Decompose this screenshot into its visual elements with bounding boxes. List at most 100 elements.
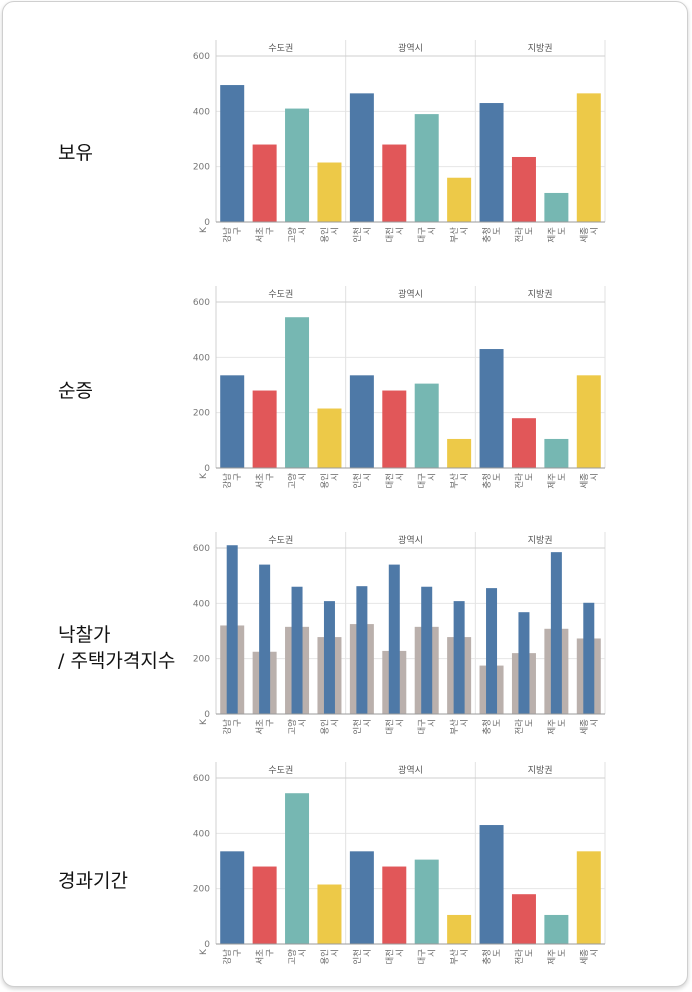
group-header: 광역시 xyxy=(398,42,423,54)
group-header: 광역시 xyxy=(398,534,423,546)
x-tick-label: 용인 xyxy=(319,949,330,965)
x-tick-label: 강남 xyxy=(222,949,233,965)
bar xyxy=(317,408,342,468)
x-tick-label: 대구 xyxy=(418,719,428,735)
group-header: 수도권 xyxy=(268,288,293,300)
x-tick-label: 시 xyxy=(460,949,470,957)
x-tick-label: 제주 xyxy=(547,227,557,243)
row-label-holdings: 보유 xyxy=(58,142,93,164)
y-unit-label: K xyxy=(199,718,209,725)
x-tick-label: 인천 xyxy=(352,719,363,735)
bar xyxy=(220,85,245,222)
bar xyxy=(414,114,439,222)
x-tick-label: 도 xyxy=(557,719,567,727)
x-tick-label: 시 xyxy=(460,719,470,727)
group-header: 지방권 xyxy=(528,534,553,546)
x-tick-label: 시 xyxy=(330,227,340,235)
x-tick-label: 시 xyxy=(330,473,340,481)
y-tick-label: 400 xyxy=(193,107,210,117)
bar xyxy=(349,93,374,222)
x-tick-label: 구 xyxy=(266,719,276,727)
x-tick-label: 인천 xyxy=(352,227,363,243)
x-tick-label: 용인 xyxy=(319,719,330,735)
x-tick-label: 강남 xyxy=(222,227,233,243)
x-tick-label: 대전 xyxy=(384,949,395,965)
x-tick-label: 서초 xyxy=(256,949,266,965)
x-tick-label: 부산 xyxy=(449,719,460,735)
x-tick-label: 시 xyxy=(298,227,308,235)
y-tick-label: 400 xyxy=(193,599,210,609)
bar xyxy=(220,375,245,468)
bar xyxy=(414,383,439,468)
y-tick-label: 200 xyxy=(193,409,210,419)
y-tick-label: 200 xyxy=(193,885,210,895)
bar xyxy=(479,103,504,222)
bar xyxy=(382,866,407,944)
x-tick-label: 시 xyxy=(460,473,470,481)
x-tick-label: 구 xyxy=(266,227,276,235)
x-tick-label: 부산 xyxy=(449,473,460,489)
x-tick-label: 시 xyxy=(460,227,470,235)
row-label-elapsed-period: 경과기간 xyxy=(58,870,128,892)
bar xyxy=(511,418,536,468)
bar xyxy=(447,177,472,222)
x-tick-label: 인천 xyxy=(352,473,363,489)
bar-bid-price xyxy=(291,586,303,714)
x-tick-label: 시 xyxy=(395,949,405,957)
x-tick-label: 시 xyxy=(298,473,308,481)
y-tick-label: 600 xyxy=(193,298,210,308)
bar-bid-price xyxy=(388,564,400,714)
bar xyxy=(447,914,472,944)
x-tick-label: 시 xyxy=(330,719,340,727)
group-header: 수도권 xyxy=(268,534,293,546)
bar xyxy=(285,317,310,468)
x-tick-label: 제주 xyxy=(547,949,557,965)
x-tick-label: 인천 xyxy=(352,949,363,965)
x-tick-label: 대전 xyxy=(384,473,395,489)
x-tick-label: 시 xyxy=(363,473,373,481)
group-header: 지방권 xyxy=(528,764,553,776)
x-tick-label: 시 xyxy=(590,719,600,727)
bar xyxy=(252,144,277,222)
x-tick-label: 구 xyxy=(233,719,243,727)
bar-bid-price xyxy=(453,601,465,714)
x-tick-label: 충청 xyxy=(483,473,493,489)
bar xyxy=(544,438,569,468)
x-tick-label: 도 xyxy=(493,719,503,727)
x-tick-label: 부산 xyxy=(449,227,460,243)
y-tick-label: 600 xyxy=(193,544,210,554)
bar-bid-price xyxy=(518,612,530,714)
x-tick-label: 전라 xyxy=(514,473,525,489)
bar xyxy=(511,894,536,944)
x-tick-label: 시 xyxy=(590,227,600,235)
bar xyxy=(382,144,407,222)
x-tick-label: 시 xyxy=(363,949,373,957)
y-tick-label: 0 xyxy=(204,218,210,228)
row-label-net-increase: 순증 xyxy=(58,380,93,402)
x-tick-label: 부산 xyxy=(449,949,460,965)
x-tick-label: 도 xyxy=(493,473,503,481)
bar xyxy=(382,390,407,468)
x-tick-label: 대구 xyxy=(418,473,428,489)
x-tick-label: 구 xyxy=(233,227,243,235)
x-tick-label: 시 xyxy=(428,949,438,957)
x-tick-label: 충청 xyxy=(483,949,493,965)
x-tick-label: 서초 xyxy=(256,473,266,489)
bar xyxy=(285,793,310,944)
x-tick-label: 시 xyxy=(298,719,308,727)
x-tick-label: 전라 xyxy=(514,227,525,243)
bar-bid-price xyxy=(259,564,271,714)
bar xyxy=(576,851,601,944)
x-tick-label: 도 xyxy=(493,227,503,235)
bar xyxy=(414,859,439,944)
x-tick-label: 세종 xyxy=(580,719,590,735)
bar-bid-price xyxy=(356,586,368,714)
bar xyxy=(349,851,374,944)
x-tick-label: 구 xyxy=(266,473,276,481)
x-tick-label: 고양 xyxy=(287,227,298,243)
x-tick-label: 도 xyxy=(525,949,535,957)
bar xyxy=(544,914,569,944)
x-tick-label: 충청 xyxy=(483,227,493,243)
